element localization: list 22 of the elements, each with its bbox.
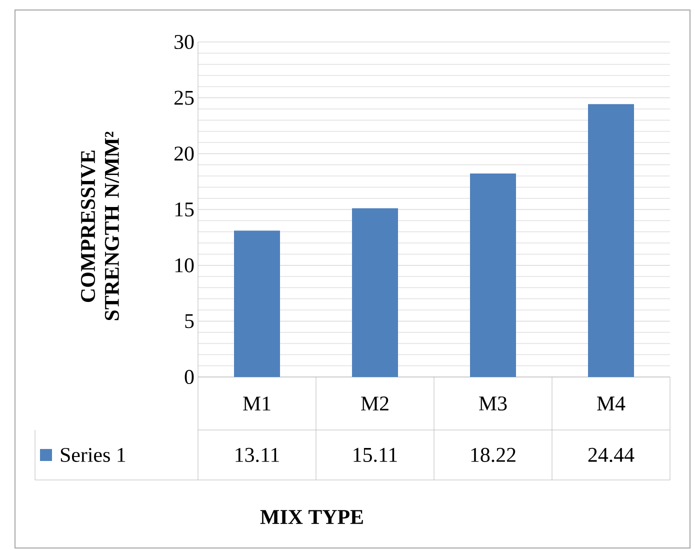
data-label: 13.11: [236, 448, 279, 462]
x-tick-label: M3: [479, 396, 507, 411]
bar: [352, 208, 398, 377]
legend-label: Series 1: [60, 448, 126, 462]
y-tick-label: 20: [174, 146, 194, 161]
y-tick-label: 5: [185, 314, 194, 328]
bar: [470, 174, 516, 377]
data-label: 24.44: [588, 448, 634, 462]
x-tick-label: M1: [243, 396, 270, 410]
data-label: 18.22: [471, 448, 516, 462]
bar: [234, 230, 280, 377]
bar: [588, 104, 634, 377]
x-tick-label: M2: [361, 396, 388, 410]
y-tick-label: 10: [175, 258, 194, 272]
y-tick-label: 30: [174, 34, 194, 50]
y-tick-label: 25: [174, 90, 194, 105]
y-tick-label: 15: [175, 202, 194, 216]
y-tick-label: 0: [184, 370, 194, 384]
y-axis-title: COMPRESSIVE STRENGTH N/MM²: [80, 132, 119, 320]
x-axis-title: MIX TYPE: [260, 510, 363, 524]
x-tick-label: M4: [597, 396, 626, 410]
data-label: 15.11: [354, 448, 397, 462]
